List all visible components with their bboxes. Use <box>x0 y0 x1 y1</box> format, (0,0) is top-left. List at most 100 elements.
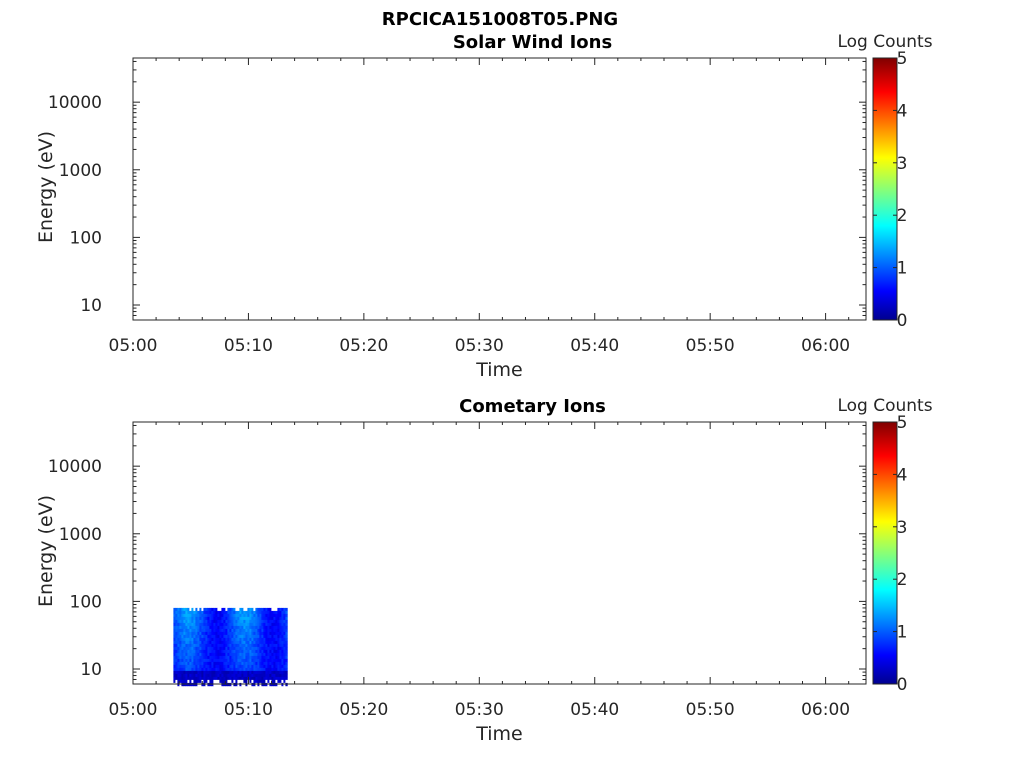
spectrogram-cell <box>273 631 276 636</box>
spectrogram-cell <box>279 610 282 615</box>
spectrogram-cell <box>201 670 204 675</box>
spectrogram-cell <box>221 607 224 612</box>
spectrogram-cell <box>209 676 212 681</box>
spectrogram-cell <box>263 649 266 654</box>
spectrogram-cell <box>223 616 226 621</box>
colorbar-gradient <box>872 57 898 321</box>
spectrogram-cell <box>173 631 176 636</box>
spectrogram-cell <box>225 652 228 657</box>
spectrogram-cell <box>249 649 252 654</box>
spectrogram-cell <box>227 634 230 639</box>
spectrogram-cell <box>231 610 234 615</box>
spectrogram-cell <box>241 664 244 669</box>
spectrogram-cell <box>205 640 208 645</box>
spectrogram-cell <box>205 631 208 636</box>
spectrogram-cell <box>265 628 268 633</box>
spectrogram-cell <box>267 607 270 612</box>
spectrogram-cell <box>215 619 218 624</box>
spectrogram-cell <box>283 613 286 618</box>
spectrogram-cell <box>223 679 226 684</box>
spectrogram-cell <box>261 622 264 627</box>
spectrogram-cell <box>281 622 284 627</box>
spectrogram-cell <box>249 655 252 660</box>
spectrogram-cell <box>173 610 176 615</box>
spectrogram-cell <box>271 682 274 687</box>
spectrogram-cell <box>199 619 202 624</box>
spectrogram-cell <box>177 643 180 648</box>
spectrogram-cell <box>257 622 260 627</box>
spectrogram-cell <box>181 625 184 630</box>
spectrogram-cell <box>195 643 198 648</box>
spectrogram-cell <box>219 673 222 678</box>
spectrogram-cell <box>247 664 250 669</box>
spectrogram-cell <box>279 682 282 687</box>
spectrogram-cell <box>255 634 258 639</box>
spectrogram-cell <box>279 676 282 681</box>
spectrogram-cell <box>179 616 182 621</box>
spectrogram-cell <box>201 682 204 687</box>
spectrogram-cell <box>259 616 262 621</box>
spectrogram-cell <box>259 628 262 633</box>
spectrogram-cell <box>233 637 236 642</box>
spectrogram-cell <box>243 643 246 648</box>
spectrogram-cell <box>275 646 278 651</box>
spectrogram-cell <box>191 634 194 639</box>
spectrogram-cell <box>221 643 224 648</box>
spectrogram-cell <box>273 637 276 642</box>
spectrogram-cell <box>253 667 256 672</box>
spectrogram-cell <box>241 619 244 624</box>
spectrogram-cell <box>219 631 222 636</box>
spectrogram-cell <box>183 610 186 615</box>
spectrogram-cell <box>231 607 234 612</box>
spectrogram-cell <box>195 616 198 621</box>
spectrogram-cell <box>181 610 184 615</box>
spectrogram-cell <box>227 628 230 633</box>
spectrogram-cell <box>227 625 230 630</box>
spectrogram-cell <box>263 652 266 657</box>
spectrogram-cell <box>253 676 256 681</box>
spectrogram-cell <box>205 670 208 675</box>
spectrogram-cell <box>235 679 238 684</box>
spectrogram-cell <box>265 607 268 612</box>
spectrogram-cell <box>185 655 188 660</box>
spectrogram-cell <box>183 637 186 642</box>
spectrogram-cell <box>215 634 218 639</box>
spectrogram-cell <box>285 646 288 651</box>
spectrogram-cell <box>237 640 240 645</box>
spectrogram-cell <box>229 673 232 678</box>
spectrogram-cell <box>201 625 204 630</box>
spectrogram-cell <box>235 658 238 663</box>
spectrogram-cell <box>245 643 248 648</box>
spectrogram-cell <box>183 625 186 630</box>
spectrogram-cell <box>275 682 278 687</box>
spectrogram-cell <box>205 658 208 663</box>
spectrogram-cell <box>257 667 260 672</box>
spectrogram-cell <box>215 676 218 681</box>
spectrogram-cell <box>255 673 258 678</box>
spectrogram-cell <box>267 670 270 675</box>
spectrogram-cell <box>177 613 180 618</box>
spectrogram-cell <box>231 661 234 666</box>
spectrogram-cell <box>201 652 204 657</box>
spectrogram-cell <box>275 643 278 648</box>
spectrogram-cell <box>185 628 188 633</box>
spectrogram-cell <box>213 634 216 639</box>
spectrogram-cell <box>227 640 230 645</box>
spectrogram-cell <box>241 622 244 627</box>
spectrogram-cell <box>211 625 214 630</box>
spectrogram-cell <box>175 667 178 672</box>
spectrogram-cell <box>239 676 242 681</box>
spectrogram-cell <box>249 628 252 633</box>
spectrogram-cell <box>265 622 268 627</box>
spectrogram-cell <box>215 622 218 627</box>
spectrogram-cell <box>199 634 202 639</box>
spectrogram-cell <box>233 670 236 675</box>
spectrogram-cell <box>225 643 228 648</box>
spectrogram-cell <box>223 667 226 672</box>
spectrogram-cell <box>205 625 208 630</box>
spectrogram-cell <box>275 676 278 681</box>
spectrogram-cell <box>181 676 184 681</box>
spectrogram-cell <box>235 664 238 669</box>
spectrogram-cell <box>263 607 266 612</box>
spectrogram-cell <box>257 628 260 633</box>
